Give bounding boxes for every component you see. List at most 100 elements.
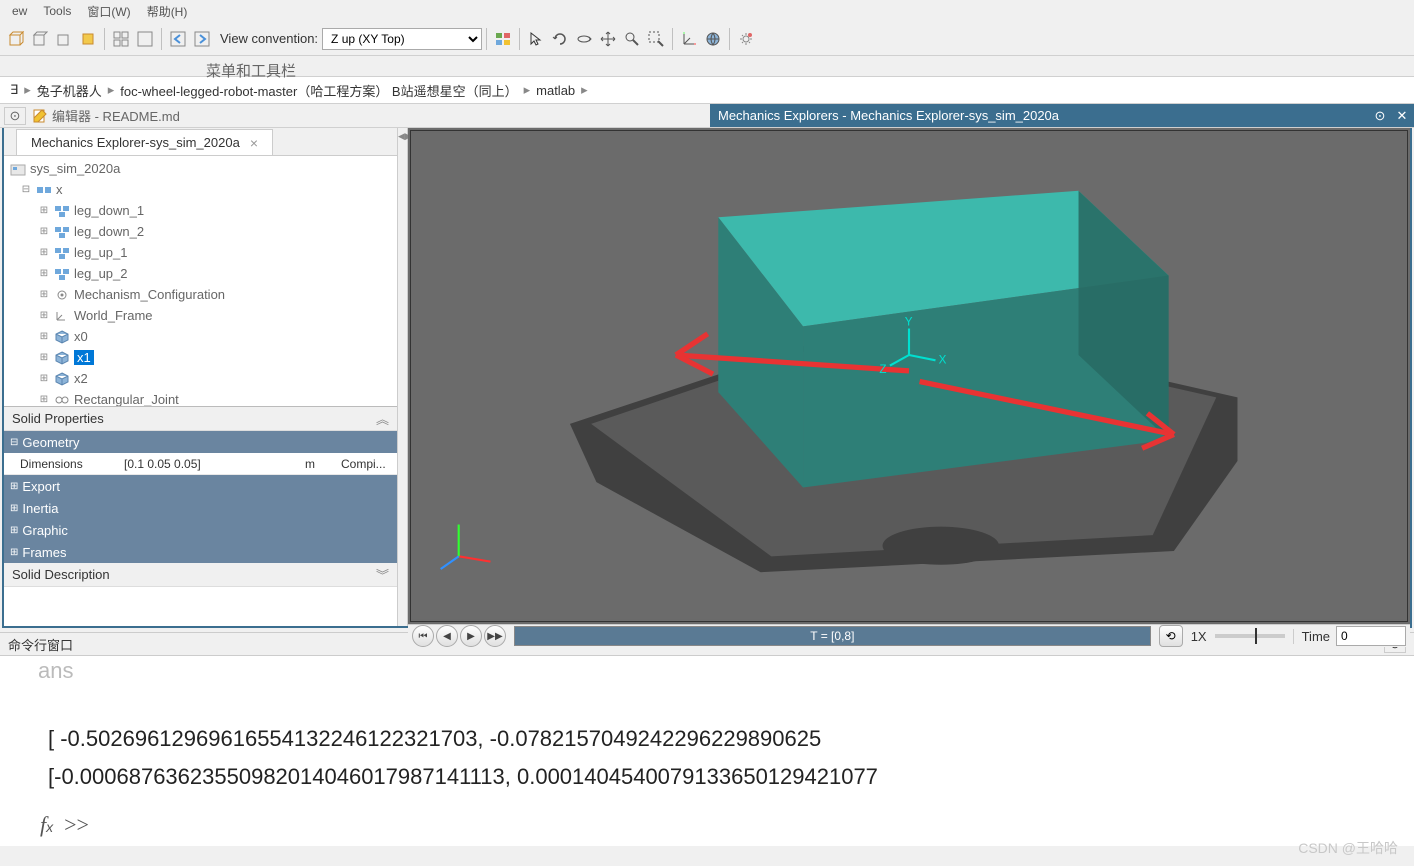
loop-button[interactable]: ⟲	[1159, 625, 1183, 647]
cube-icon[interactable]	[53, 28, 75, 50]
tree-item[interactable]: ⊞Rectangular_Joint	[4, 389, 397, 406]
properties-header[interactable]: Solid Properties︽	[4, 407, 397, 431]
speed-slider[interactable]	[1215, 634, 1285, 638]
separator	[729, 28, 730, 50]
cube-icon[interactable]	[77, 28, 99, 50]
3d-viewport[interactable]: X Y Z	[410, 130, 1408, 622]
tree-item[interactable]: ⊞x0	[4, 326, 397, 347]
speed-label: 1X	[1191, 629, 1207, 644]
arrow-right-icon[interactable]	[191, 28, 213, 50]
breadcrumb-item[interactable]: ∃	[4, 82, 24, 98]
toolbar: View convention: Z up (XY Top)	[0, 22, 1414, 56]
property-group-geometry[interactable]: Geometry	[4, 431, 397, 453]
tree-item[interactable]: ⊟ x	[4, 179, 397, 200]
tree-item[interactable]: ⊞leg_down_1	[4, 200, 397, 221]
play-button[interactable]: ▶	[460, 625, 482, 647]
viewport-gutter[interactable]: ◀▶	[398, 128, 408, 626]
property-group-graphic[interactable]: Graphic	[4, 519, 397, 541]
breadcrumb-item[interactable]: matlab	[530, 83, 581, 98]
tab-strip: Mechanics Explorer-sys_sim_2020a ×	[4, 128, 397, 156]
dropdown-icon[interactable]: ⊙	[4, 107, 26, 125]
property-unit[interactable]: m	[305, 457, 341, 471]
separator	[672, 28, 673, 50]
menu-item[interactable]: 窗口(W)	[79, 3, 138, 20]
tree-item[interactable]: ⊞World_Frame	[4, 305, 397, 326]
editor-title-left: ⊙ 编辑器 - README.md	[0, 106, 710, 125]
tree-item[interactable]: ⊞leg_down_2	[4, 221, 397, 242]
arrow-left-icon[interactable]	[167, 28, 189, 50]
command-window[interactable]: ans [ -0.5026961296961655413224612232170…	[0, 656, 1414, 846]
command-window-section: 命令行窗口 ⊙ ans [ -0.50269612969616554132246…	[0, 632, 1414, 846]
skip-start-button[interactable]: ⏮	[412, 625, 434, 647]
dropdown-icon[interactable]: ⊙	[1372, 108, 1388, 124]
playback-bar: ⏮ ◀ ▶ ▶▶ T = [0,8] ⟲ 1X Time	[408, 624, 1410, 647]
time-label: Time	[1293, 629, 1330, 644]
solid-icon	[53, 329, 71, 345]
viewport-panel: X Y Z ⏮ ◀ ▶ ▶▶ T = [0,8] ⟲	[408, 128, 1410, 626]
assembly-icon	[53, 224, 71, 240]
menu-item[interactable]: ew	[4, 4, 35, 18]
menu-item[interactable]: 帮助(H)	[139, 3, 196, 20]
model-tree[interactable]: sys_sim_2020a ⊟ x ⊞leg_down_1⊞leg_down_2…	[4, 156, 397, 406]
tree-root[interactable]: sys_sim_2020a	[4, 158, 397, 179]
time-slider[interactable]: T = [0,8]	[514, 626, 1151, 646]
tree-item[interactable]: ⊞x1	[4, 347, 397, 368]
assembly-icon	[53, 245, 71, 261]
breadcrumb-item[interactable]: 兔子机器人	[31, 81, 108, 100]
cube-icon[interactable]	[5, 28, 27, 50]
separator	[486, 28, 487, 50]
property-compile: Compi...	[341, 457, 397, 471]
solid-icon	[53, 350, 71, 366]
property-value[interactable]: [0.1 0.05 0.05]	[122, 457, 305, 471]
globe-icon[interactable]	[702, 28, 724, 50]
view-convention-select[interactable]: Z up (XY Top)	[322, 28, 482, 50]
time-input[interactable]	[1336, 626, 1406, 646]
menu-bar: ew Tools 窗口(W) 帮助(H)	[0, 0, 1414, 22]
close-icon[interactable]: ×	[250, 135, 258, 151]
tree-item[interactable]: ⊞leg_up_2	[4, 263, 397, 284]
fx-icon: fx >>	[40, 806, 89, 846]
property-group-export[interactable]: Export	[4, 475, 397, 497]
explorer-icon[interactable]	[492, 28, 514, 50]
tree-item[interactable]: ⊞leg_up_1	[4, 242, 397, 263]
tree-item[interactable]: ⊞x2	[4, 368, 397, 389]
svg-text:Y: Y	[905, 315, 913, 328]
tab-explorer[interactable]: Mechanics Explorer-sys_sim_2020a ×	[16, 129, 273, 155]
command-output-line: [-0.00068763623550982014046017987141113,…	[48, 758, 1394, 796]
pointer-icon[interactable]	[525, 28, 547, 50]
layout-icon[interactable]	[110, 28, 132, 50]
svg-text:Z: Z	[879, 363, 886, 376]
description-header[interactable]: Solid Description︾	[4, 563, 397, 587]
view-convention-label: View convention:	[220, 31, 318, 46]
zoom-icon[interactable]	[621, 28, 643, 50]
rotate-icon[interactable]	[573, 28, 595, 50]
property-label: Dimensions	[4, 457, 122, 471]
cube-icon[interactable]	[29, 28, 51, 50]
toolbar-annotation: 菜单和工具栏	[206, 60, 296, 81]
joint-icon	[53, 392, 71, 407]
property-group-inertia[interactable]: Inertia	[4, 497, 397, 519]
editor-title: 编辑器 - README.md	[52, 106, 180, 125]
axes-icon[interactable]	[678, 28, 700, 50]
gear-icon[interactable]	[735, 28, 757, 50]
breadcrumb-item[interactable]: foc-wheel-legged-robot-master（哈工程方案） B站遥…	[114, 81, 523, 100]
close-icon[interactable]: ✕	[1394, 108, 1410, 124]
watermark: CSDN @王哈哈	[1298, 838, 1398, 858]
property-group-frames[interactable]: Frames	[4, 541, 397, 563]
rotate-icon[interactable]	[549, 28, 571, 50]
frame-icon	[53, 308, 71, 324]
model-icon	[9, 161, 27, 177]
svg-text:X: X	[939, 353, 947, 366]
command-output-line: [ -0.50269612969616554132246122321703, -…	[48, 720, 1394, 758]
separator	[519, 28, 520, 50]
menu-item[interactable]: Tools	[35, 4, 79, 18]
edit-icon	[32, 108, 48, 124]
step-forward-button[interactable]: ▶▶	[484, 625, 506, 647]
step-back-button[interactable]: ◀	[436, 625, 458, 647]
layout-icon[interactable]	[134, 28, 156, 50]
tree-item[interactable]: ⊞Mechanism_Configuration	[4, 284, 397, 305]
viewport-column: ◀▶	[398, 128, 1410, 626]
zoom-region-icon[interactable]	[645, 28, 667, 50]
pan-icon[interactable]	[597, 28, 619, 50]
assembly-icon	[35, 182, 53, 198]
